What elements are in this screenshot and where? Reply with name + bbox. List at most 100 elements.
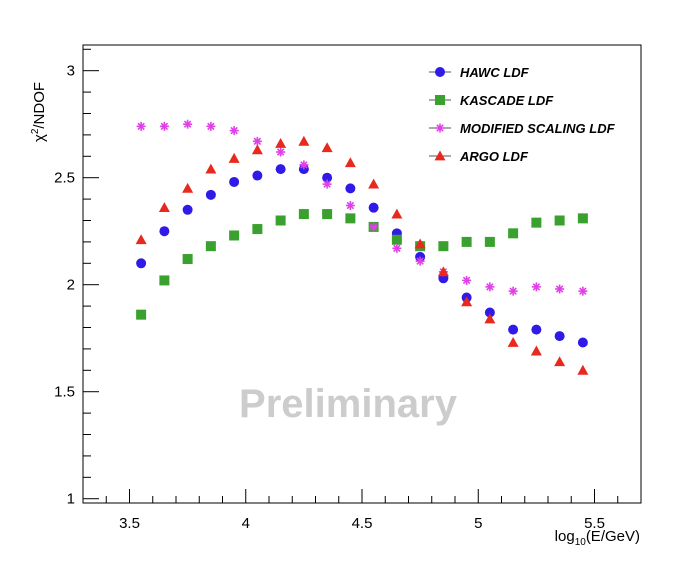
argo-ldf-point — [135, 234, 147, 245]
legend: HAWC LDF KASCADE LDF MODIFIED SCALING LDF A… — [429, 65, 616, 164]
kascade-ldf-point — [531, 217, 542, 228]
modified-scaling-ldf-point — [183, 119, 193, 129]
kascade-ldf-point — [484, 236, 495, 247]
modified-scaling-ldf-point — [392, 243, 402, 253]
argo-ldf-point — [484, 313, 496, 324]
legend-marker-modified-scaling-ldf — [435, 123, 445, 133]
hawc-ldf-point — [252, 170, 263, 181]
argo-ldf-point — [554, 356, 566, 367]
legend-marker-kascade-ldf — [435, 95, 445, 105]
argo-ldf-point — [437, 266, 449, 277]
argo-ldf-point — [344, 157, 356, 168]
kascade-ldf-point — [229, 230, 240, 241]
modified-scaling-ldf-point — [555, 284, 565, 294]
kascade-ldf-point — [252, 224, 263, 235]
hawc-ldf-point — [508, 324, 519, 335]
modified-scaling-ldf-point — [531, 282, 541, 292]
argo-ldf-point — [368, 178, 380, 189]
y-axis-title-prefix: χ — [31, 134, 48, 142]
x-axis-title: log10(E/GeV) — [555, 528, 640, 548]
argo-ldf-point — [321, 142, 333, 153]
modified-scaling-ldf-point — [322, 179, 332, 189]
hawc-ldf-point — [159, 226, 170, 237]
hawc-ldf-point — [368, 202, 379, 213]
hawc-ldf-point — [531, 324, 542, 335]
kascade-ldf-point — [182, 254, 193, 265]
hawc-ldf-point — [345, 183, 356, 194]
y-tick-label: 3 — [67, 63, 75, 80]
argo-ldf-point — [577, 364, 589, 375]
legend-label-hawc-ldf: HAWC LDF — [460, 65, 530, 80]
hawc-ldf-point — [205, 189, 216, 200]
argo-ldf-point — [182, 182, 194, 193]
x-tick-label: 5 — [474, 515, 482, 532]
y-tick-label: 1 — [67, 491, 75, 508]
kascade-ldf-point — [438, 241, 449, 252]
hawc-ldf-point — [136, 258, 147, 269]
kascade-ldf-point — [298, 209, 309, 220]
x-tick-label: 5.5 — [584, 515, 605, 532]
kascade-ldf-point — [391, 234, 402, 245]
y-tick-label: 2.5 — [54, 170, 75, 187]
legend-label-argo-ldf: ARGO LDF — [459, 149, 529, 164]
hawc-ldf-point — [322, 172, 333, 183]
modified-scaling-ldf-point — [578, 286, 588, 296]
x-axis-title-sub: 10 — [575, 537, 587, 548]
argo-ldf-point — [391, 208, 403, 219]
modified-scaling-ldf-point — [276, 147, 286, 157]
y-axis-ticks: 1 1.5 2 2.5 3 — [54, 48, 99, 508]
hawc-ldf-point — [484, 307, 495, 318]
x-axis-title-prefix: log — [555, 528, 575, 545]
modified-scaling-ldf-point — [136, 121, 146, 131]
kascade-ldf-point — [205, 241, 216, 252]
kascade-ldf-point — [461, 236, 472, 247]
argo-ldf-point — [275, 137, 287, 148]
legend-label-modified-scaling-ldf: MODIFIED SCALING LDF — [460, 121, 616, 136]
x-tick-label: 4 — [242, 515, 250, 532]
legend-marker-hawc-ldf — [435, 67, 445, 77]
modified-scaling-ldf-point — [252, 136, 262, 146]
kascade-ldf-point — [159, 275, 170, 286]
kascade-ldf-point — [345, 213, 356, 224]
x-tick-label: 3.5 — [119, 515, 140, 532]
kascade-ldf-point — [554, 215, 565, 226]
modified-scaling-ldf-point — [415, 256, 425, 266]
x-tick-label: 4.5 — [352, 515, 373, 532]
watermark: Preliminary — [239, 382, 458, 426]
modified-scaling-ldf-point — [462, 275, 472, 285]
legend-marker-argo-ldf — [434, 150, 446, 161]
x-axis-title-suffix: (E/GeV) — [586, 528, 640, 545]
modified-scaling-ldf-point — [206, 121, 216, 131]
hawc-ldf-point — [229, 176, 240, 187]
y-tick-label: 2 — [67, 277, 75, 294]
argo-ldf-point — [298, 135, 310, 146]
argo-ldf-point — [530, 345, 542, 356]
legend-label-kascade-ldf: KASCADE LDF — [460, 93, 554, 108]
modified-scaling-ldf-point — [345, 201, 355, 211]
hawc-ldf-point — [275, 164, 286, 175]
y-tick-label: 1.5 — [54, 384, 75, 401]
argo-ldf-point — [228, 152, 240, 163]
kascade-ldf-point — [577, 213, 588, 224]
modified-scaling-ldf-point — [369, 222, 379, 232]
y-axis-title-suffix: /NDOF — [31, 82, 48, 129]
modified-scaling-ldf-point — [159, 121, 169, 131]
hawc-ldf-point — [182, 204, 193, 215]
y-axis-title-sup: 2 — [30, 128, 41, 134]
argo-ldf-point — [414, 238, 426, 249]
kascade-ldf-point — [508, 228, 519, 239]
hawc-ldf-point — [554, 331, 565, 342]
kascade-ldf-point — [275, 215, 286, 226]
modified-scaling-ldf-point — [299, 160, 309, 170]
kascade-ldf-point — [136, 309, 147, 320]
argo-ldf-point — [205, 163, 217, 174]
modified-scaling-ldf-point — [229, 126, 239, 136]
x-axis-ticks: 3.5 4 4.5 5 5.5 — [82, 489, 642, 532]
argo-ldf-point — [461, 296, 473, 307]
argo-ldf-point — [251, 144, 263, 155]
argo-ldf-point — [158, 202, 170, 213]
y-axis-title: χ2/NDOF — [30, 82, 48, 142]
modified-scaling-ldf-point — [485, 282, 495, 292]
data-markers — [135, 119, 589, 375]
